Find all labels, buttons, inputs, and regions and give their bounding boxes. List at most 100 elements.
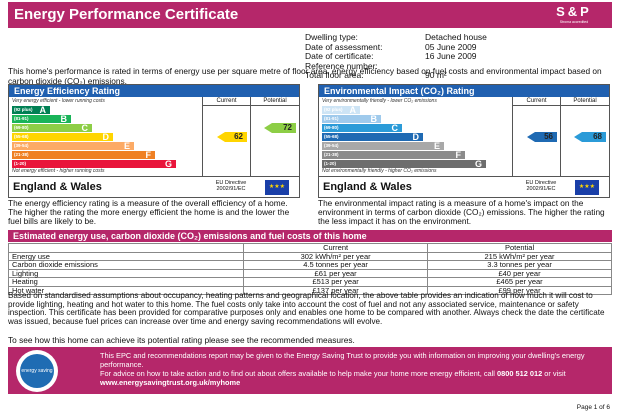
efficiency-description: The energy efficiency rating is a measur… [8,198,290,226]
current-rating-value: 62 [234,132,243,141]
logo-text: S&P [556,4,592,19]
footer-phone: 0800 512 012 [497,369,543,378]
property-row: Date of assessment: 05 June 2009 [305,41,487,53]
rating-band-b: (81-91) B [322,114,381,124]
estimates-table: Current Potential Energy use 302 kWh/m² p… [7,243,612,295]
energy-saving-trust-logo: energy saving trust recommended [16,350,58,408]
footer-line1: This EPC and recommendations report may … [100,351,585,369]
intro-text: This home's performance is rated in term… [8,66,602,86]
rating-band-g: (1-20) G [322,159,486,169]
potential-rating-arrow: 68 [574,132,606,142]
band-letter: G [164,159,172,169]
band-letter: B [60,114,68,124]
logo-text: energy saving trust recommended [20,354,54,408]
energy-efficiency-panel: Energy Efficiency Rating Current Potenti… [8,84,300,198]
row-label: Lighting [7,268,245,278]
page-number: Page 1 of 6 [576,404,610,411]
row-potential: 3.3 tonnes per year [427,260,612,270]
row-current: 4.5 tonnes per year [243,260,429,270]
rating-band-f: (21-38) F [12,150,155,160]
disclaimer-text: Based on standardised assumptions about … [8,291,605,326]
top-note: Very energy efficient - lower running co… [12,98,105,104]
current-column-header: Current [202,97,250,106]
property-value: 05 June 2009 [425,41,477,52]
band-range: (92 plus) [14,107,33,112]
table-header-potential: Potential [427,243,612,253]
property-label: Date of assessment: [305,41,383,52]
band-range: (21-38) [324,152,339,157]
band-range: (55-68) [14,134,29,139]
rating-band-e: (39-54) E [322,141,444,151]
band-letter: G [474,159,482,169]
panel-title: Environmental Impact (CO₂) Rating [319,85,609,97]
row-label: Carbon dioxide emissions [7,260,245,270]
table-row: Heating £513 per year £465 per year [7,277,612,287]
rating-band-f: (21-38) F [322,150,465,160]
eu-flag-icon: ★★★ [575,180,599,195]
property-value: 16 June 2009 [425,51,477,61]
band-range: (39-54) [324,143,339,148]
rating-band-c: (69-80) C [322,123,402,133]
current-column-header: Current [512,97,560,106]
band-range: (69-80) [324,125,339,130]
country-label: England & Wales [13,181,102,193]
footer-or-visit: or visit [544,369,566,378]
potential-rating-arrow: 72 [264,123,296,133]
band-range: (69-80) [14,125,29,130]
band-letter: A [39,105,47,115]
row-current: £513 per year [243,277,429,287]
band-letter: C [81,123,89,133]
property-value: 90 m² [425,70,447,80]
footer-url-link[interactable]: www.energysavingtrust.org.uk/myhome [100,378,241,387]
bottom-note: Not environmentally friendly - higher CO… [322,168,437,174]
eu-directive: EU Directive 2002/91/EC [215,180,247,192]
certificate-title: Energy Performance Certificate [14,6,239,23]
band-letter: D [102,132,110,142]
divider [512,106,513,176]
band-letter: B [370,114,378,124]
band-range: (55-68) [324,134,339,139]
panel-footer: England & Wales EU Directive 2002/91/EC … [319,176,609,197]
panel-title: Energy Efficiency Rating [9,85,299,97]
rating-band-d: (55-68) D [322,132,423,142]
panel-footer: England & Wales EU Directive 2002/91/EC … [9,176,299,197]
footer-text: This EPC and recommendations report may … [100,351,600,387]
row-label: Heating [7,277,245,287]
band-range: (1-20) [324,161,337,166]
property-label: Total floor area: [305,70,364,80]
environmental-impact-panel: Environmental Impact (CO₂) Rating Curren… [318,84,610,198]
row-potential: £99 per year [427,285,612,295]
potential-column-header: Potential [250,97,299,106]
current-rating-value: 56 [544,132,553,141]
rating-band-d: (55-68) D [12,132,113,142]
band-letter: D [412,132,420,142]
divider [250,106,251,176]
bottom-note: Not energy efficient - higher running co… [12,168,105,174]
property-row: Reference number: [305,60,487,72]
property-row: Date of certificate: 16 June 2009 [305,51,487,62]
rating-band-e: (39-54) E [12,141,134,151]
band-range: (81-91) [14,116,29,121]
table-row: Carbon dioxide emissions 4.5 tonnes per y… [7,260,612,270]
table-header-row: Current Potential [7,243,612,253]
band-range: (92 plus) [324,107,343,112]
table-row: Hot water £137 per year £99 per year [7,285,612,295]
band-letter: F [145,150,152,160]
rating-band-c: (69-80) C [12,123,92,133]
potential-rating-value: 68 [593,132,602,141]
table-header-blank [7,243,245,253]
top-note: Very environmentally friendly - lower CO… [322,98,437,104]
potential-column-header: Potential [560,97,609,106]
accreditation-logo: S&P Stroma accredited [546,2,602,28]
band-letter: E [433,141,440,151]
rating-band-g: (1-20) G [12,159,176,169]
property-label: Reference number: [305,60,378,71]
band-range: (39-54) [14,143,29,148]
row-potential: £465 per year [427,277,612,287]
band-range: (81-91) [324,116,339,121]
energy-saving-trust-footer: energy saving trust recommended This EPC… [8,347,612,408]
band-letter: A [349,105,357,115]
band-range: (21-38) [14,152,29,157]
potential-rating-value: 72 [283,123,292,132]
logo-subtext: Stroma accredited [559,20,589,24]
